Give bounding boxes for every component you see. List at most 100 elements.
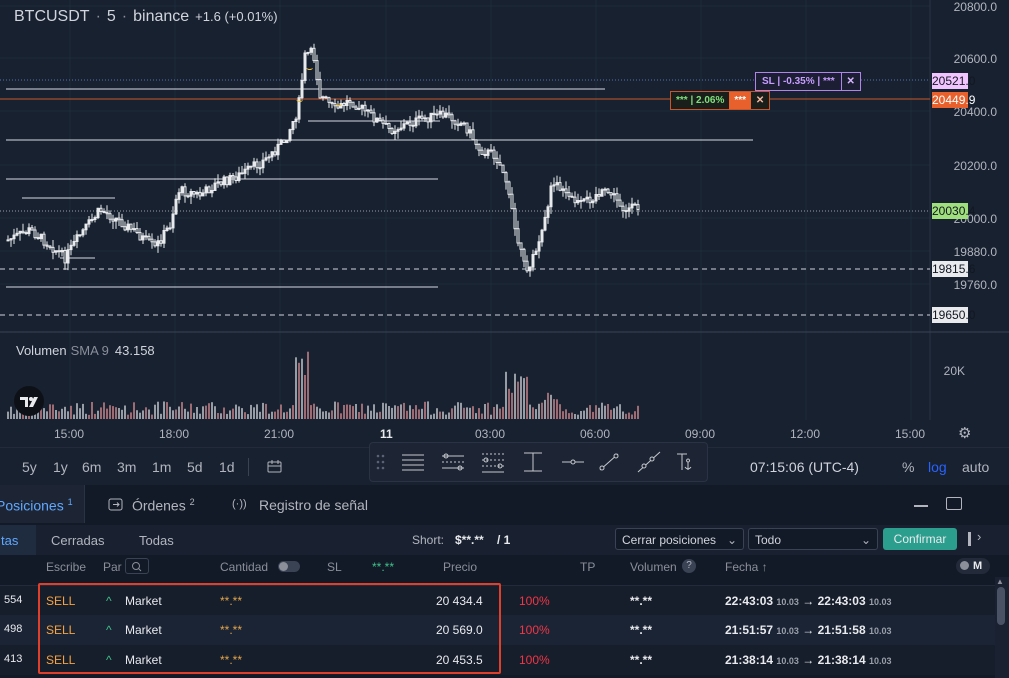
candle-body bbox=[294, 118, 298, 122]
candle-body bbox=[114, 217, 118, 222]
horizontal-line-icon[interactable] bbox=[556, 446, 588, 478]
col-quantity[interactable]: Cantidad bbox=[220, 560, 269, 574]
text-anchor-icon[interactable] bbox=[670, 446, 702, 478]
chart-canvas[interactable]: ⌣ ⌣ ⌣ bbox=[0, 0, 1009, 447]
timeframe-1d[interactable]: 1d bbox=[219, 459, 235, 475]
candle-body bbox=[303, 52, 307, 81]
tab-positions-bg bbox=[0, 485, 85, 523]
row-type: SELL bbox=[46, 653, 76, 667]
parallel-channel-icon[interactable] bbox=[436, 446, 468, 478]
maximize-icon[interactable] bbox=[946, 497, 962, 510]
table-row[interactable]: 554 SELL ^ Market **.** 20 434.4 100% **… bbox=[0, 585, 995, 616]
help-icon[interactable]: ? bbox=[682, 559, 696, 573]
timeframe-5d[interactable]: 5d bbox=[187, 459, 203, 475]
vertical-range-icon[interactable] bbox=[516, 446, 548, 478]
price-axis-label: 19880.0 bbox=[953, 245, 997, 259]
timeframe-1y[interactable]: 1y bbox=[53, 459, 68, 475]
caret-up-icon: ^ bbox=[106, 623, 112, 637]
tab-positions[interactable]: Posiciones 1 bbox=[0, 497, 73, 514]
candle-body bbox=[96, 207, 100, 219]
horizontal-lines-icon[interactable] bbox=[396, 446, 428, 478]
volume-bar bbox=[442, 411, 444, 419]
tab-orders[interactable]: Órdenes 2 bbox=[132, 497, 195, 514]
price-axis-label: 20800.0 bbox=[953, 0, 997, 14]
volume-bar bbox=[586, 407, 588, 419]
volume-bar bbox=[370, 410, 372, 419]
percent-toggle[interactable]: % bbox=[902, 459, 915, 475]
fib-retracement-icon[interactable] bbox=[476, 446, 508, 478]
time-axis-label: 06:00 bbox=[580, 427, 611, 441]
candle-body bbox=[468, 129, 472, 134]
drag-handle-icon[interactable] bbox=[370, 446, 390, 478]
volume-bar bbox=[307, 351, 309, 419]
filter-label: Todo bbox=[755, 533, 782, 547]
candle-body bbox=[615, 193, 619, 201]
candle-body bbox=[570, 195, 574, 198]
mode-toggle[interactable]: M bbox=[956, 558, 990, 574]
chart-settings-icon[interactable]: ⚙ bbox=[958, 425, 972, 442]
close-icon[interactable]: ✕ bbox=[840, 73, 860, 90]
volume-bar bbox=[142, 410, 144, 419]
row-market[interactable]: Market bbox=[125, 594, 162, 608]
row-market[interactable]: Market bbox=[125, 623, 162, 637]
close-positions-select[interactable]: Cerrar posiciones ⌄ bbox=[615, 528, 744, 550]
timeframe-5y[interactable]: 5y bbox=[22, 459, 37, 475]
confirm-button[interactable]: Confirmar bbox=[883, 528, 957, 550]
scrollbar-thumb[interactable] bbox=[997, 587, 1005, 625]
volume-bar bbox=[361, 403, 363, 419]
col-pair[interactable]: Par bbox=[103, 560, 122, 574]
chevron-right-icon[interactable]: › bbox=[977, 529, 982, 544]
log-toggle[interactable]: log bbox=[928, 459, 947, 475]
minimize-icon[interactable] bbox=[914, 505, 928, 507]
row-market[interactable]: Market bbox=[125, 653, 162, 667]
price-axis-label: 19760.0 bbox=[953, 278, 997, 292]
volume-bar bbox=[496, 404, 498, 419]
clock-time[interactable]: 07:15:06 (UTC-4) bbox=[750, 459, 859, 475]
filter-select[interactable]: Todo ⌄ bbox=[748, 528, 878, 550]
volume-bar bbox=[10, 406, 12, 419]
row-id: 498 bbox=[4, 623, 23, 635]
col-date[interactable]: Fecha ↑ bbox=[725, 560, 768, 574]
col-tp[interactable]: TP bbox=[580, 560, 596, 574]
timeframe-6m[interactable]: 6m bbox=[82, 459, 102, 475]
table-row[interactable]: 498 SELL ^ Market **.** 20 569.0 100% **… bbox=[0, 615, 995, 645]
scroll-up-icon[interactable]: ▲ bbox=[996, 577, 1004, 586]
volume-bar bbox=[268, 413, 270, 419]
row-day-to: 10.03 bbox=[868, 656, 892, 666]
sl-order-tag[interactable]: SL | -0.35% | *** ✕ bbox=[755, 72, 861, 91]
date-range-icon[interactable] bbox=[266, 458, 284, 476]
col-sl[interactable]: SL bbox=[327, 560, 342, 574]
price-chart[interactable]: ⌣ ⌣ ⌣ BTCUSDT · 5 · binance +1.6 (+0.01%) 208… bbox=[0, 0, 1009, 447]
subtab-all[interactable]: Todas bbox=[139, 533, 174, 548]
search-icon[interactable] bbox=[125, 558, 149, 574]
orders-icon bbox=[108, 498, 124, 512]
volume-bar bbox=[418, 409, 420, 419]
subtab-open[interactable]: tas bbox=[1, 533, 19, 548]
tab-signal-log[interactable]: Registro de señal bbox=[259, 497, 368, 513]
quantity-toggle[interactable] bbox=[278, 561, 300, 572]
tp-order-tag[interactable]: *** | 2.06% *** ✕ bbox=[670, 91, 771, 110]
row-price: 20 453.5 bbox=[436, 653, 483, 667]
volume-bar bbox=[520, 376, 522, 419]
timeframe-1m[interactable]: 1m bbox=[152, 459, 172, 475]
tradingview-logo[interactable] bbox=[14, 386, 44, 416]
auto-toggle[interactable]: auto bbox=[962, 459, 990, 475]
col-type[interactable]: Escribe bbox=[46, 560, 87, 574]
trend-line-icon[interactable] bbox=[592, 446, 624, 478]
volume-bar bbox=[58, 411, 60, 419]
close-icon[interactable]: ✕ bbox=[755, 95, 765, 106]
volume-indicator-title[interactable]: Volumen SMA 9 43.158 bbox=[16, 343, 155, 358]
volume-bar bbox=[70, 405, 72, 419]
time-axis-label: 21:00 bbox=[264, 427, 295, 441]
panel-splitter-icon[interactable] bbox=[968, 532, 971, 546]
row-day-from: 10.03 bbox=[776, 597, 799, 607]
ray-icon[interactable] bbox=[632, 446, 664, 478]
table-row[interactable]: 413 SELL ^ Market **.** 20 453.5 100% **… bbox=[0, 645, 995, 675]
subtab-closed[interactable]: Cerradas bbox=[51, 533, 105, 548]
col-price[interactable]: Precio bbox=[443, 560, 478, 574]
symbol-header[interactable]: BTCUSDT · 5 · binance +1.6 (+0.01%) bbox=[14, 8, 278, 26]
timeframe-3m[interactable]: 3m bbox=[117, 459, 137, 475]
volume-bar bbox=[232, 408, 234, 419]
col-volume[interactable]: Volumen bbox=[630, 560, 677, 574]
tab-orders-count: 2 bbox=[189, 497, 195, 507]
